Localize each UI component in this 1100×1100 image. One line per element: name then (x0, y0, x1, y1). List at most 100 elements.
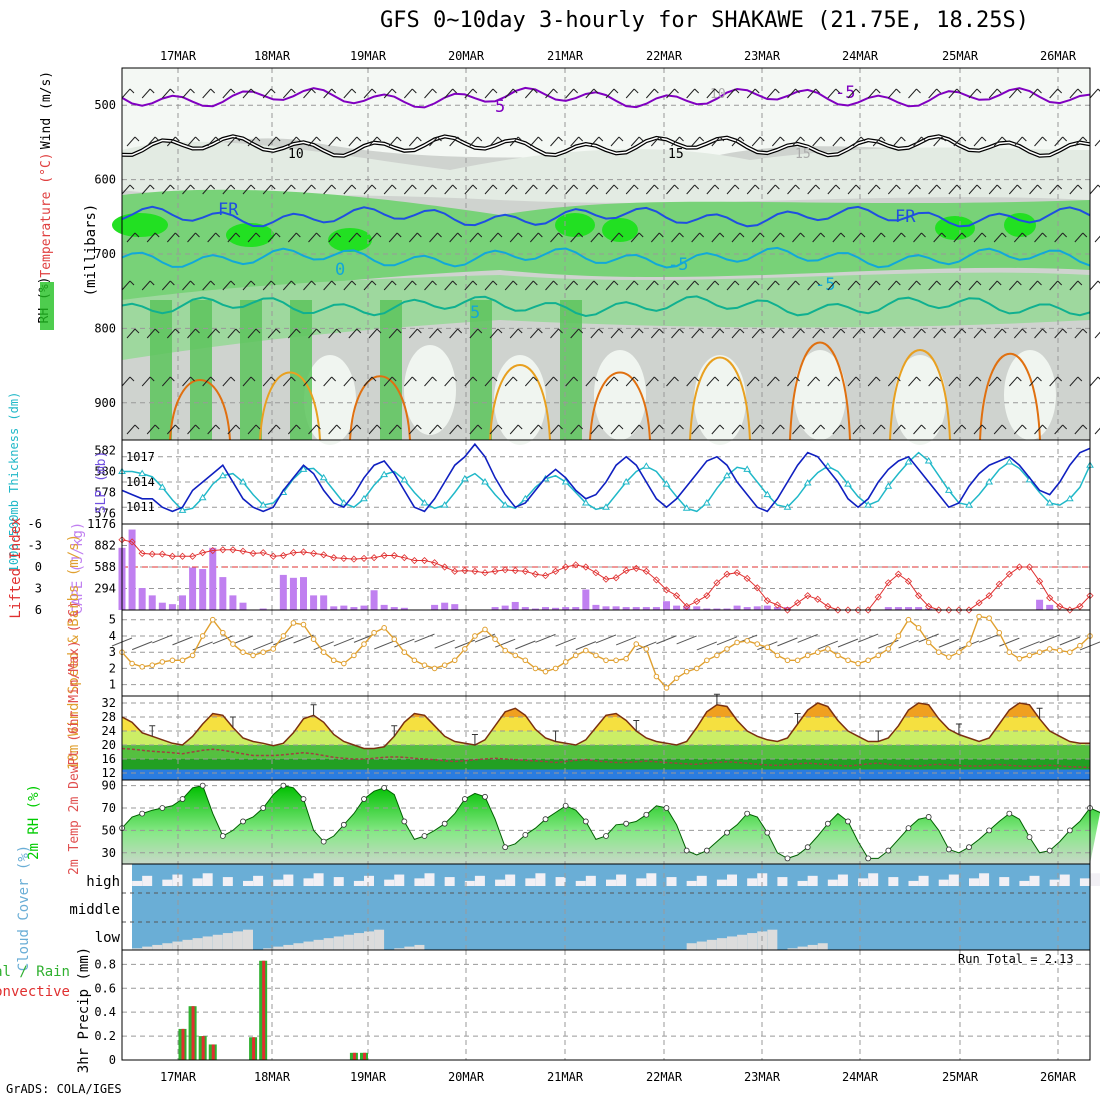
wind-barb (1008, 280, 1018, 291)
rh-point (824, 820, 831, 827)
wind-barb (726, 376, 736, 387)
wind-barb-flag (578, 424, 584, 430)
thickness-point (259, 501, 268, 508)
y-tick-label: 700 (94, 247, 116, 261)
contour-label: -5 (835, 83, 855, 103)
cape-bar (350, 607, 358, 610)
wind-speed-point (825, 646, 831, 652)
cape-bar (189, 567, 197, 610)
lifted-index-point (864, 606, 872, 614)
wind-barb-flag (1042, 328, 1047, 334)
wind-barb (469, 232, 479, 243)
cloud-high-gap (585, 875, 596, 886)
wind-speed-point (1077, 642, 1083, 649)
wind-barb-flag (613, 280, 619, 286)
wind-barb (671, 424, 680, 435)
wind-barb (650, 232, 660, 243)
wind-barb-flag (316, 136, 321, 142)
wind-barb-flag (215, 232, 221, 238)
wind-barb-flag (895, 88, 901, 94)
wind-barb (878, 639, 899, 649)
contour-label: -5 (668, 255, 688, 275)
cape-bar (259, 608, 267, 610)
wind-barb (777, 637, 798, 647)
y-tick-label: 578 (94, 486, 116, 500)
wind-barb-flag (154, 232, 160, 238)
wind-barb-flag (391, 376, 397, 382)
rh-point (219, 833, 226, 839)
wind-barb (948, 184, 958, 195)
cape-bar (572, 607, 580, 610)
wind-barb-flag (129, 376, 135, 382)
wind-barb (570, 232, 580, 243)
cloud-high-gap (132, 880, 143, 886)
lifted-index-point (491, 567, 499, 575)
isotherm-line (121, 246, 1091, 269)
cape-bar (894, 607, 902, 610)
wind-barb (933, 136, 943, 147)
wind-barb (605, 88, 615, 99)
wind-barb-flag (855, 88, 861, 94)
wind-barb (469, 424, 479, 435)
cape-bar (521, 607, 529, 610)
wind-speed-point (411, 657, 418, 664)
lifted-index-point (481, 569, 489, 577)
wind-barb (751, 328, 761, 339)
wind-speed-point (804, 652, 811, 659)
wind-barb-flag (371, 280, 377, 286)
wind-barb-flag (875, 280, 881, 286)
wind-barb (973, 328, 983, 339)
lifted-index-point (703, 592, 711, 600)
wind-barb-flag (880, 136, 886, 142)
y-tick-label: 20 (102, 738, 116, 752)
rh-dry-patch (494, 355, 546, 445)
precip-legend-total: Total / Rain (0, 964, 70, 980)
wind-barb-flag (270, 88, 276, 94)
cape-bar (370, 590, 378, 610)
wind-barb (403, 88, 413, 99)
wind-barb (126, 136, 136, 147)
wind-barb-flag (477, 424, 483, 430)
rh-point (744, 810, 751, 817)
wind-barb-flag (336, 424, 342, 430)
wind-barb (308, 328, 317, 339)
wind-barb-flag (820, 232, 826, 238)
wind-barb-flag (936, 88, 942, 94)
wind-barb-flag (855, 280, 861, 286)
wind-barb-flag (396, 232, 402, 238)
rh-point (361, 796, 367, 802)
wind-speed-point (925, 639, 932, 646)
wind-barb (1089, 376, 1099, 387)
wind-barb (1049, 280, 1059, 291)
wind-barb-flag (1037, 184, 1042, 190)
wind-barb (887, 280, 897, 291)
thickness-point (581, 499, 590, 506)
cape-bar (501, 605, 509, 610)
cloud-high-gap (727, 874, 737, 886)
lifted-index-point (642, 567, 650, 575)
wind-barb-flag (961, 328, 967, 334)
wind-barb (187, 136, 196, 147)
wind-barb-flag (714, 184, 720, 190)
cloud-high-gap (908, 880, 919, 886)
wind-barb-flag (573, 184, 579, 190)
wind-barb (1034, 136, 1043, 147)
cloud-high-gap (1019, 880, 1030, 886)
wind-barb (590, 328, 600, 339)
wind-barb (928, 184, 938, 195)
wind-barb (166, 232, 176, 243)
wind-barb (953, 136, 963, 147)
wind-barb (585, 88, 595, 99)
cloud-low-gap (374, 929, 385, 950)
precip-axis-label: 3hr Precip (mm) (76, 947, 92, 1073)
contour-label: 10 (288, 147, 304, 162)
wind-barb (938, 638, 960, 648)
y-tick-label: 28 (102, 710, 116, 724)
wind-barb (797, 633, 818, 643)
wind-barb-flag (452, 376, 458, 382)
wind-barb (731, 136, 741, 147)
lifted-index-point (1056, 602, 1064, 610)
cloud-high-gap (525, 878, 536, 886)
x-tick-label: 18MAR (254, 1070, 291, 1084)
